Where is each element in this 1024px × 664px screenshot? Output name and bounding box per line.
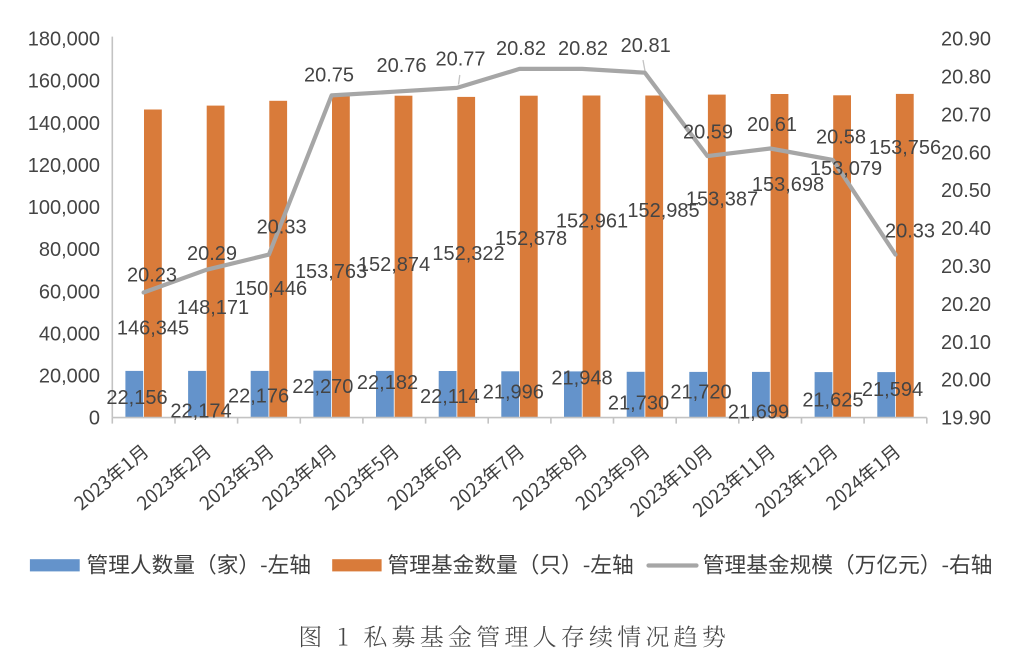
svg-text:146,345: 146,345 bbox=[117, 318, 189, 340]
svg-text:120,000: 120,000 bbox=[28, 155, 100, 177]
svg-text:20.77: 20.77 bbox=[435, 49, 485, 71]
svg-text:20.60: 20.60 bbox=[941, 142, 991, 164]
svg-text:153,756: 153,756 bbox=[869, 137, 941, 159]
svg-text:153,698: 153,698 bbox=[752, 174, 824, 196]
svg-text:20.33: 20.33 bbox=[885, 221, 935, 243]
svg-text:20.40: 20.40 bbox=[941, 218, 991, 240]
svg-text:21,730: 21,730 bbox=[608, 393, 669, 415]
svg-text:20.59: 20.59 bbox=[683, 122, 733, 144]
svg-text:21,720: 21,720 bbox=[670, 381, 731, 403]
svg-text:20,000: 20,000 bbox=[39, 366, 100, 388]
svg-text:20.33: 20.33 bbox=[257, 217, 307, 239]
svg-text:0: 0 bbox=[89, 408, 100, 430]
svg-text:150,446: 150,446 bbox=[235, 278, 307, 300]
svg-text:20.58: 20.58 bbox=[816, 127, 866, 149]
svg-text:20.76: 20.76 bbox=[376, 55, 426, 77]
svg-text:20.75: 20.75 bbox=[304, 65, 354, 87]
svg-text:40,000: 40,000 bbox=[39, 323, 100, 345]
svg-text:20.30: 20.30 bbox=[941, 256, 991, 278]
svg-text:19.90: 19.90 bbox=[941, 408, 991, 430]
svg-text:160,000: 160,000 bbox=[28, 71, 100, 93]
svg-text:100,000: 100,000 bbox=[28, 197, 100, 219]
svg-text:22,174: 22,174 bbox=[170, 401, 231, 423]
svg-text:20.20: 20.20 bbox=[941, 294, 991, 316]
svg-text:152,878: 152,878 bbox=[495, 228, 567, 250]
svg-text:20.82: 20.82 bbox=[496, 38, 546, 60]
svg-text:20.50: 20.50 bbox=[941, 180, 991, 202]
svg-text:153,079: 153,079 bbox=[810, 158, 882, 180]
svg-text:21,948: 21,948 bbox=[551, 368, 612, 390]
svg-text:22,156: 22,156 bbox=[106, 387, 167, 409]
svg-text:21,625: 21,625 bbox=[802, 389, 863, 411]
svg-text:20.70: 20.70 bbox=[941, 104, 991, 126]
svg-text:153,763: 153,763 bbox=[295, 261, 367, 283]
svg-text:20.29: 20.29 bbox=[187, 243, 237, 265]
svg-text:152,961: 152,961 bbox=[556, 211, 628, 233]
svg-text:21,996: 21,996 bbox=[483, 381, 544, 403]
svg-text:20.81: 20.81 bbox=[621, 35, 671, 57]
svg-text:20.90: 20.90 bbox=[941, 29, 991, 51]
svg-text:21,699: 21,699 bbox=[728, 401, 789, 423]
svg-text:21,594: 21,594 bbox=[862, 379, 923, 401]
svg-text:20.23: 20.23 bbox=[127, 265, 177, 287]
svg-text:22,270: 22,270 bbox=[292, 376, 353, 398]
svg-text:60,000: 60,000 bbox=[39, 281, 100, 303]
svg-text:152,985: 152,985 bbox=[627, 200, 699, 222]
svg-text:20.10: 20.10 bbox=[941, 332, 991, 354]
svg-text:153,387: 153,387 bbox=[686, 189, 758, 211]
svg-text:152,322: 152,322 bbox=[432, 243, 504, 265]
svg-text:22,176: 22,176 bbox=[228, 386, 289, 408]
svg-text:20.00: 20.00 bbox=[941, 370, 991, 392]
svg-text:152,874: 152,874 bbox=[358, 254, 430, 276]
svg-text:140,000: 140,000 bbox=[28, 113, 100, 135]
svg-text:80,000: 80,000 bbox=[39, 239, 100, 261]
svg-text:148,171: 148,171 bbox=[177, 297, 249, 319]
svg-text:20.80: 20.80 bbox=[941, 67, 991, 89]
svg-text:20.61: 20.61 bbox=[747, 114, 797, 136]
svg-text:20.82: 20.82 bbox=[558, 38, 608, 60]
svg-text:180,000: 180,000 bbox=[28, 29, 100, 51]
svg-text:22,114: 22,114 bbox=[420, 386, 480, 408]
svg-text:22,182: 22,182 bbox=[357, 372, 418, 394]
